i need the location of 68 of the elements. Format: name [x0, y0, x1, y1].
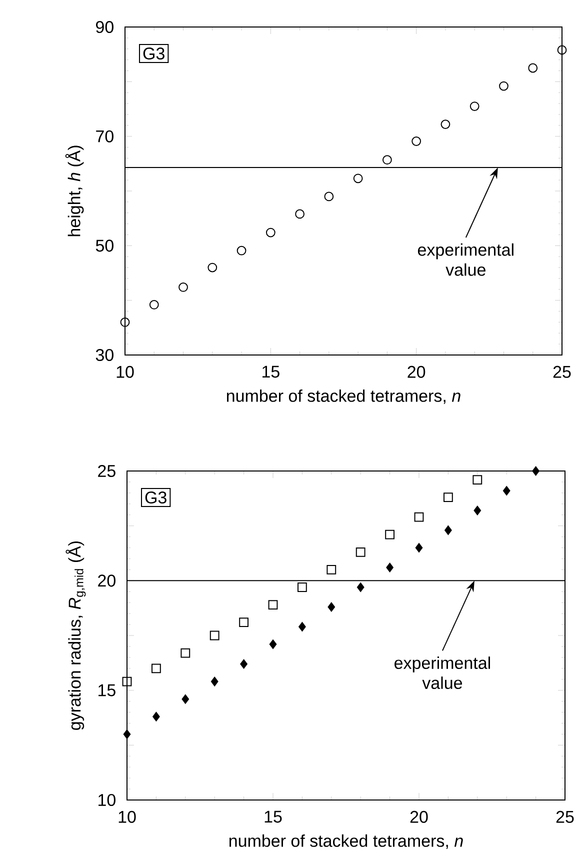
point: [532, 466, 540, 476]
y-tick-label: 70: [96, 130, 114, 142]
y-axis-title: gyration radius, R$_{g,mid}$ (Å): [66, 541, 86, 730]
x-tick-label: 25: [553, 366, 571, 378]
x-tick-label: 10: [118, 810, 136, 823]
point: [298, 582, 307, 592]
point: [120, 317, 130, 327]
point: [123, 729, 131, 739]
point: [240, 659, 248, 669]
point: [414, 512, 424, 522]
point: [122, 676, 132, 686]
point: [502, 486, 510, 496]
point: [324, 192, 334, 202]
point: [415, 543, 423, 552]
point: [178, 282, 188, 292]
point: [268, 600, 278, 610]
x-tick-label: 15: [264, 810, 282, 823]
point: [440, 120, 450, 130]
x-axis-title: number of stacked tetramers, n: [226, 389, 460, 404]
point: [499, 81, 508, 91]
annotation: G3: [143, 48, 164, 60]
point: [295, 209, 304, 219]
point: [412, 136, 422, 146]
point: [236, 246, 246, 256]
point: [180, 648, 190, 658]
point: [210, 630, 220, 640]
point: [470, 102, 480, 111]
point: [353, 174, 363, 184]
y-tick-label: 25: [98, 464, 116, 478]
point: [356, 582, 364, 592]
y-tick-label: 90: [96, 20, 114, 34]
point: [326, 564, 336, 574]
point: [385, 530, 394, 540]
point: [382, 155, 392, 165]
point: [386, 562, 394, 572]
point: [149, 300, 159, 310]
point: [474, 506, 482, 516]
point: [269, 640, 277, 649]
point: [210, 676, 218, 686]
annotation: experimental value: [418, 243, 514, 276]
y-tick-label: 50: [96, 240, 114, 252]
point: [208, 262, 218, 272]
y-tick-label: 10: [98, 794, 116, 806]
point: [152, 664, 161, 674]
point: [356, 547, 366, 557]
y-tick-label: 15: [98, 684, 116, 696]
x-tick-label: 15: [262, 366, 280, 378]
point: [239, 618, 248, 628]
point: [444, 526, 452, 535]
point: [266, 228, 276, 238]
y-axis-title: height, h (Å): [65, 146, 84, 236]
point: [528, 63, 538, 73]
point: [472, 475, 482, 484]
x-tick-label: 20: [408, 366, 426, 378]
point: [182, 694, 190, 704]
x-axis-title: number of stacked tetramers, n: [229, 834, 463, 849]
x-tick-label: 10: [116, 366, 134, 378]
x-tick-label: 25: [556, 810, 574, 823]
y-tick-label: 20: [98, 574, 116, 587]
x-tick-label: 20: [410, 810, 428, 823]
y-tick-label: 30: [96, 348, 114, 362]
point: [443, 492, 453, 502]
point: [298, 622, 306, 632]
point: [152, 712, 160, 722]
annotation: experimental value: [394, 656, 490, 690]
point: [328, 602, 336, 612]
annotation: G3: [145, 491, 166, 504]
point: [557, 45, 567, 55]
